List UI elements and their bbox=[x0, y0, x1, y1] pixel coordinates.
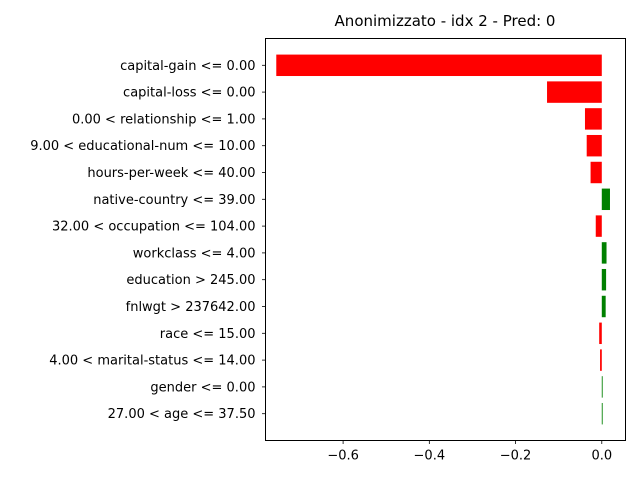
y-tick-label: education > 245.00 bbox=[126, 273, 255, 288]
plot-frame bbox=[265, 38, 626, 441]
bar-1 bbox=[276, 54, 602, 77]
x-tick-label: −0.4 bbox=[414, 449, 446, 464]
y-tick-label: native-country <= 39.00 bbox=[93, 193, 255, 208]
y-tick-label: fnlwgt > 237642.00 bbox=[126, 300, 256, 315]
y-tick-label: race <= 15.00 bbox=[160, 327, 256, 342]
bar-5 bbox=[590, 161, 602, 184]
y-tick-label: capital-loss <= 0.00 bbox=[123, 86, 255, 101]
bar-2 bbox=[547, 81, 602, 103]
bar-12 bbox=[600, 349, 602, 371]
y-tick-label: 4.00 < marital-status <= 14.00 bbox=[49, 354, 255, 369]
bar-3 bbox=[584, 108, 602, 130]
y-tick-label: 0.00 < relationship <= 1.00 bbox=[72, 112, 256, 127]
bar-10 bbox=[601, 295, 606, 318]
bar-13 bbox=[601, 376, 603, 398]
bar-11 bbox=[599, 322, 602, 345]
x-tick-label: −0.2 bbox=[500, 449, 532, 464]
y-tick-label: workclass <= 4.00 bbox=[133, 246, 256, 261]
bar-9 bbox=[601, 268, 607, 291]
y-tick-label: 27.00 < age <= 37.50 bbox=[108, 407, 256, 422]
bars-group bbox=[276, 54, 610, 425]
x-ticks: −0.6 −0.4 −0.2 0.0 bbox=[327, 440, 612, 464]
x-tick-label: 0.0 bbox=[591, 449, 612, 464]
bar-8 bbox=[601, 242, 607, 264]
y-tick-labels: capital-gain <= 0.00 capital-loss <= 0.00… bbox=[30, 59, 266, 422]
chart-title: Anonimizzato - idx 2 - Pred: 0 bbox=[335, 12, 556, 30]
bar-14 bbox=[601, 402, 603, 425]
bar-4 bbox=[586, 134, 602, 157]
x-tick-label: −0.6 bbox=[327, 449, 359, 464]
y-tick-label: hours-per-week <= 40.00 bbox=[87, 166, 255, 181]
bar-7 bbox=[595, 215, 602, 237]
y-tick-label: gender <= 0.00 bbox=[150, 380, 255, 395]
bar-6 bbox=[601, 188, 610, 211]
y-tick-label: 32.00 < occupation <= 104.00 bbox=[52, 220, 256, 235]
y-tick-label: 9.00 < educational-num <= 10.00 bbox=[30, 139, 255, 154]
y-tick-label: capital-gain <= 0.00 bbox=[120, 59, 255, 74]
